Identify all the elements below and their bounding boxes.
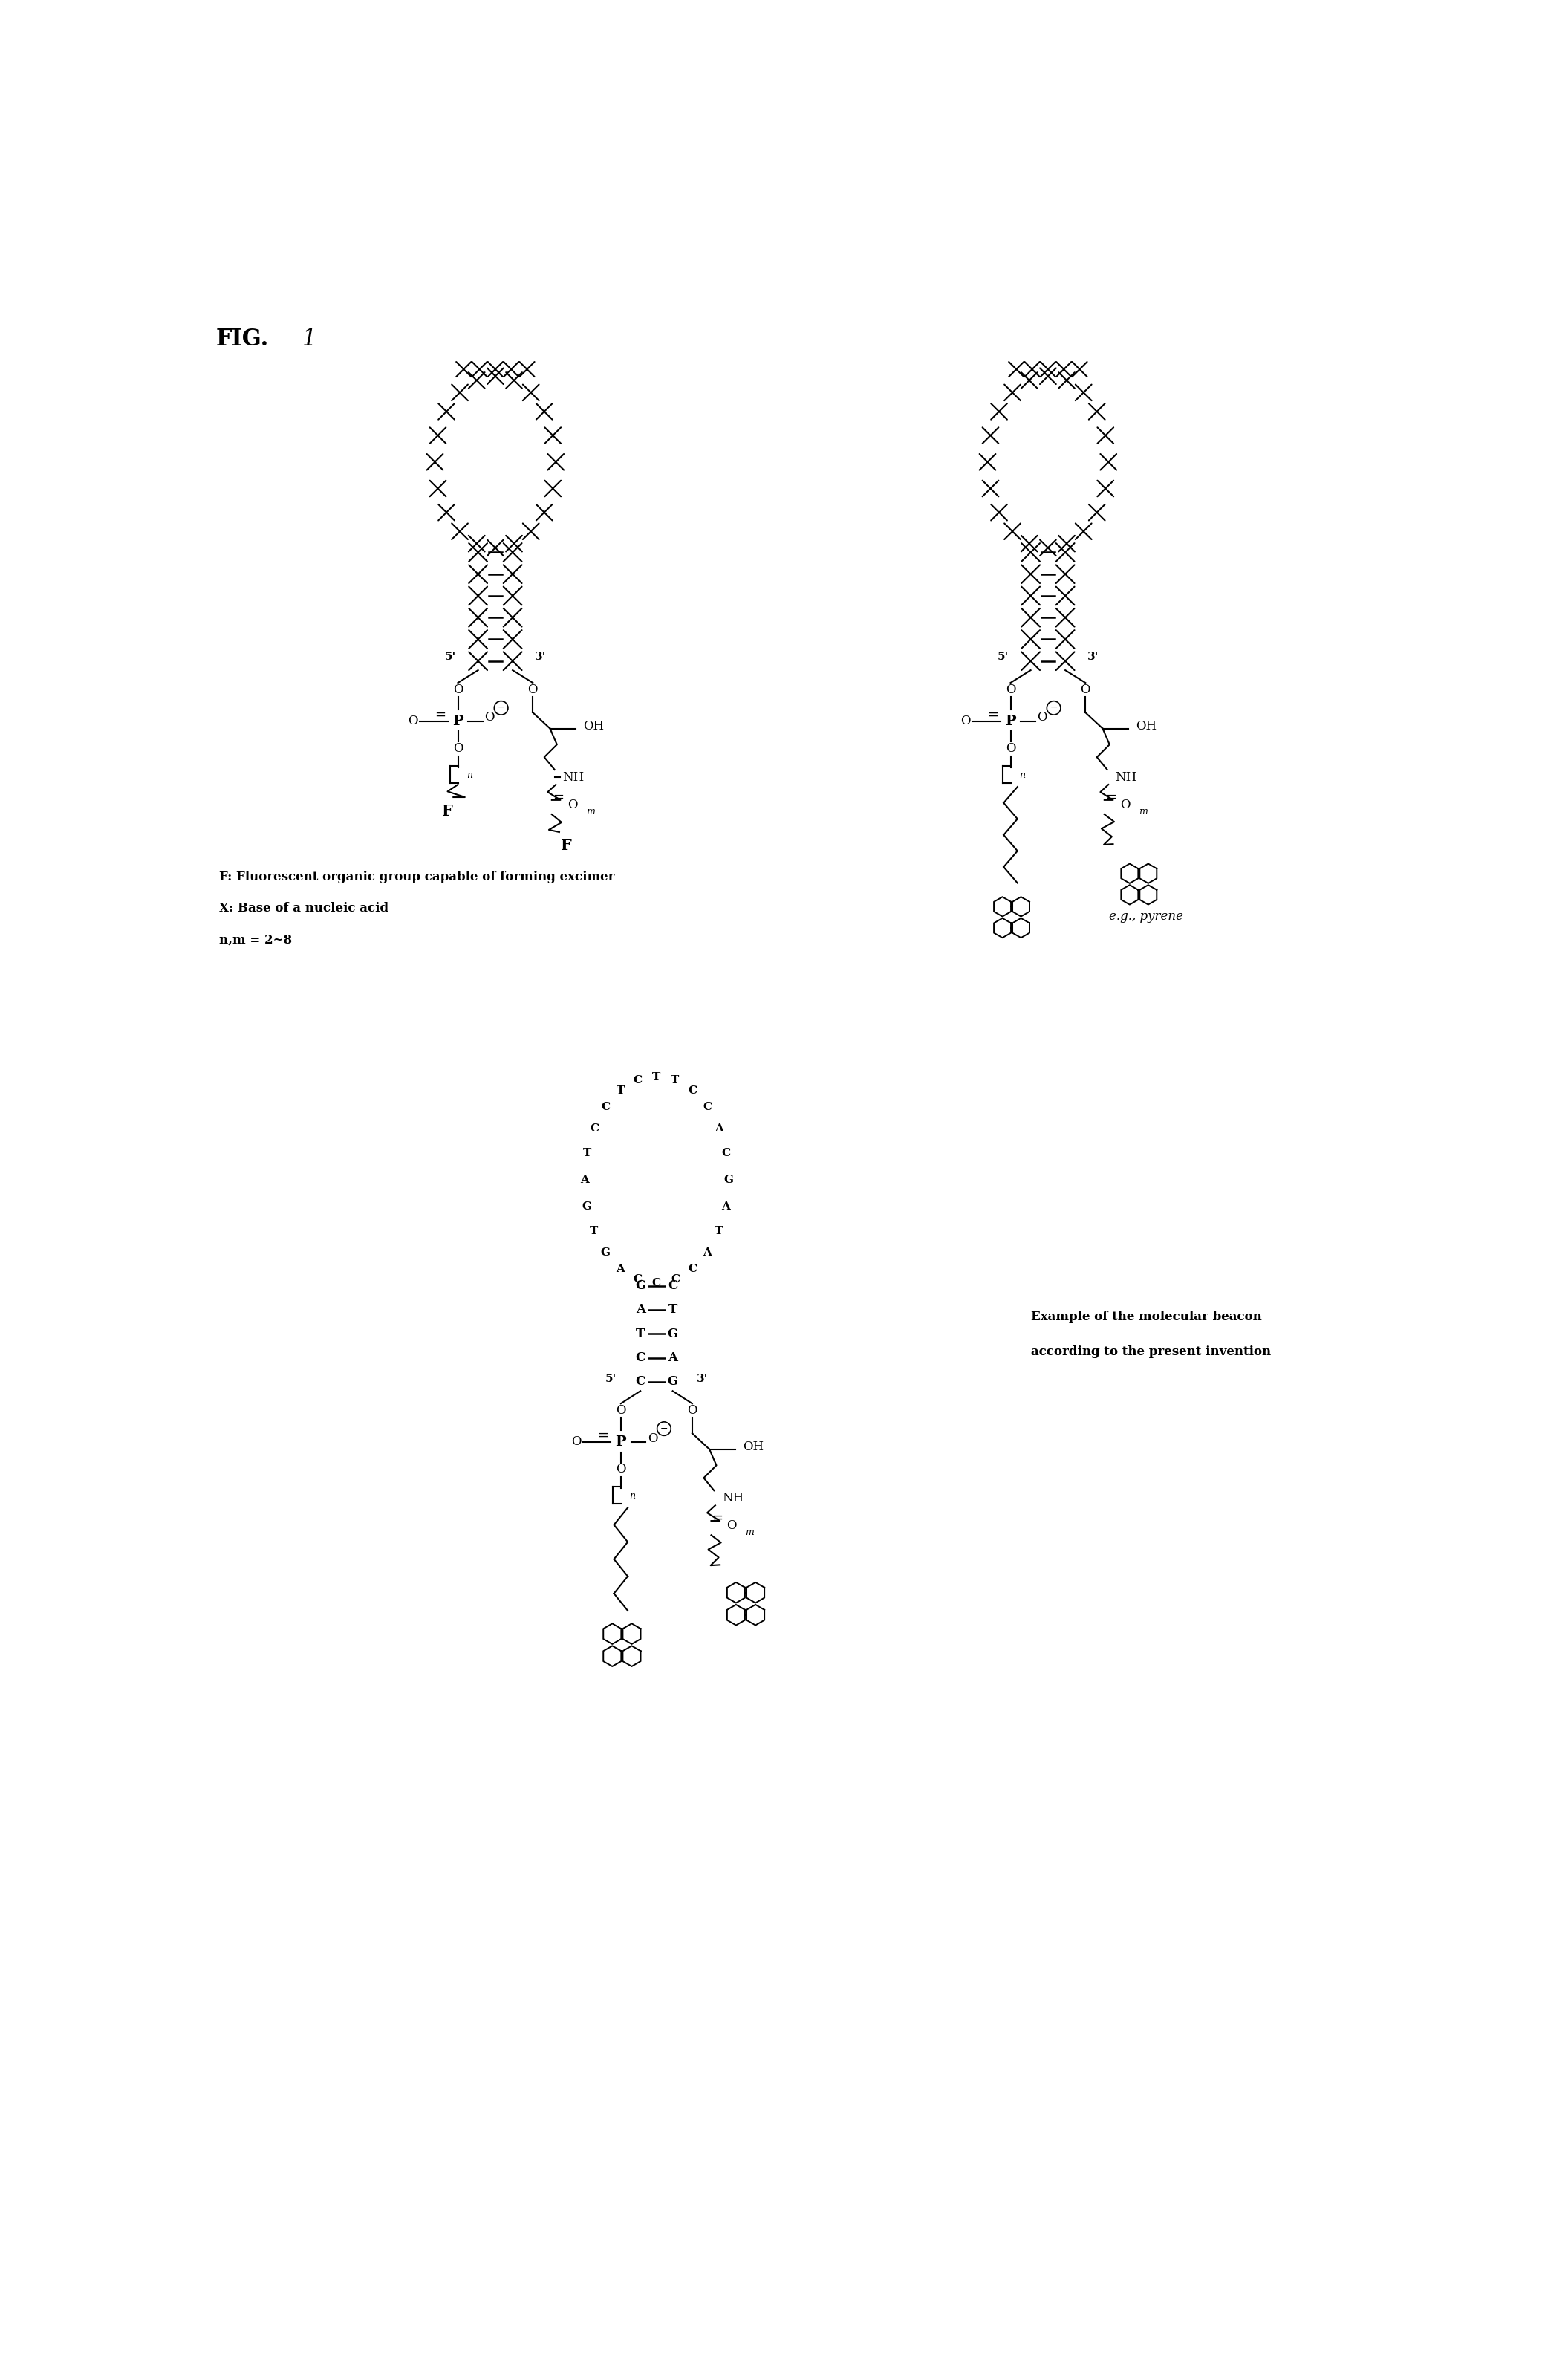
Text: O: O [485,712,494,724]
Text: T: T [637,1328,644,1340]
Text: O: O [528,684,538,696]
Text: C: C [668,1281,677,1292]
Text: O: O [687,1404,698,1418]
Text: −: − [497,703,505,712]
Text: OH: OH [583,720,604,731]
Text: C: C [590,1124,599,1134]
Text: C: C [702,1103,712,1112]
Text: T: T [715,1226,723,1236]
Text: T: T [668,1304,677,1316]
Text: P: P [615,1434,626,1449]
Text: F: F [442,805,453,819]
Text: 5': 5' [997,651,1008,663]
Text: O: O [616,1404,626,1418]
Text: O: O [1005,743,1016,755]
Text: O: O [571,1434,580,1449]
Text: C: C [688,1264,698,1273]
Text: P: P [453,715,464,727]
Text: −: − [1051,703,1058,712]
Text: O: O [408,715,419,727]
Text: G: G [582,1202,591,1212]
Text: NH: NH [1115,772,1137,783]
Text: 3': 3' [1087,651,1099,663]
Text: P: P [1005,715,1016,727]
Text: NH: NH [563,772,585,783]
Text: C: C [635,1375,646,1387]
Text: O: O [648,1432,657,1444]
Text: C: C [671,1273,679,1285]
Text: Example of the molecular beacon: Example of the molecular beacon [1030,1311,1262,1323]
Text: A: A [580,1174,590,1186]
Text: m: m [586,807,594,817]
Text: G: G [635,1281,646,1292]
Text: 3': 3' [535,651,546,663]
Text: 5': 5' [445,651,456,663]
Text: OH: OH [1137,720,1157,731]
Text: n: n [629,1491,635,1501]
Text: G: G [668,1328,677,1340]
Text: C: C [652,1278,662,1288]
Text: X: Base of a nucleic acid: X: Base of a nucleic acid [220,902,389,914]
Text: C: C [633,1273,643,1285]
Text: =: = [434,708,445,722]
Text: 5': 5' [605,1373,616,1385]
Text: G: G [724,1174,734,1186]
Text: =: = [1105,791,1116,802]
Text: A: A [721,1202,731,1212]
Text: =: = [712,1510,723,1524]
Text: T: T [652,1072,660,1082]
Text: A: A [668,1352,677,1363]
Text: m: m [745,1527,754,1536]
Text: O: O [568,798,577,812]
Text: O: O [1005,684,1016,696]
Text: C: C [721,1148,731,1157]
Text: O: O [453,743,463,755]
Text: T: T [583,1148,591,1157]
Text: A: A [616,1264,626,1273]
Text: n: n [467,772,472,781]
Text: C: C [633,1075,643,1086]
Text: F: F [561,838,572,852]
Text: G: G [601,1247,610,1257]
Text: F: Fluorescent organic group capable of forming excimer: F: Fluorescent organic group capable of … [220,871,615,883]
Text: 1: 1 [303,327,317,350]
Text: O: O [453,684,463,696]
Text: n: n [1019,772,1025,781]
Text: C: C [688,1086,698,1096]
Text: A: A [715,1124,723,1134]
Text: n,m = 2~8: n,m = 2~8 [220,933,292,947]
Text: O: O [726,1520,737,1531]
Text: =: = [597,1427,608,1442]
Text: T: T [671,1075,679,1086]
Text: e.g., pyrene: e.g., pyrene [1109,911,1182,923]
Text: G: G [668,1375,677,1387]
Text: =: = [988,708,999,722]
Text: O: O [1120,798,1131,812]
Text: T: T [590,1226,599,1236]
Text: m: m [1138,807,1148,817]
Text: =: = [552,791,563,802]
Text: according to the present invention: according to the present invention [1030,1344,1270,1359]
Text: O: O [1080,684,1090,696]
Text: −: − [660,1425,668,1434]
Text: A: A [702,1247,712,1257]
Text: O: O [961,715,971,727]
Text: C: C [635,1352,646,1363]
Text: 3': 3' [696,1373,709,1385]
Text: C: C [601,1103,610,1112]
Text: T: T [616,1086,624,1096]
Text: OH: OH [743,1442,764,1453]
Text: A: A [635,1304,644,1316]
Text: O: O [616,1463,626,1475]
Text: NH: NH [723,1491,743,1505]
Text: O: O [1036,712,1047,724]
Text: FIG.: FIG. [216,327,270,350]
